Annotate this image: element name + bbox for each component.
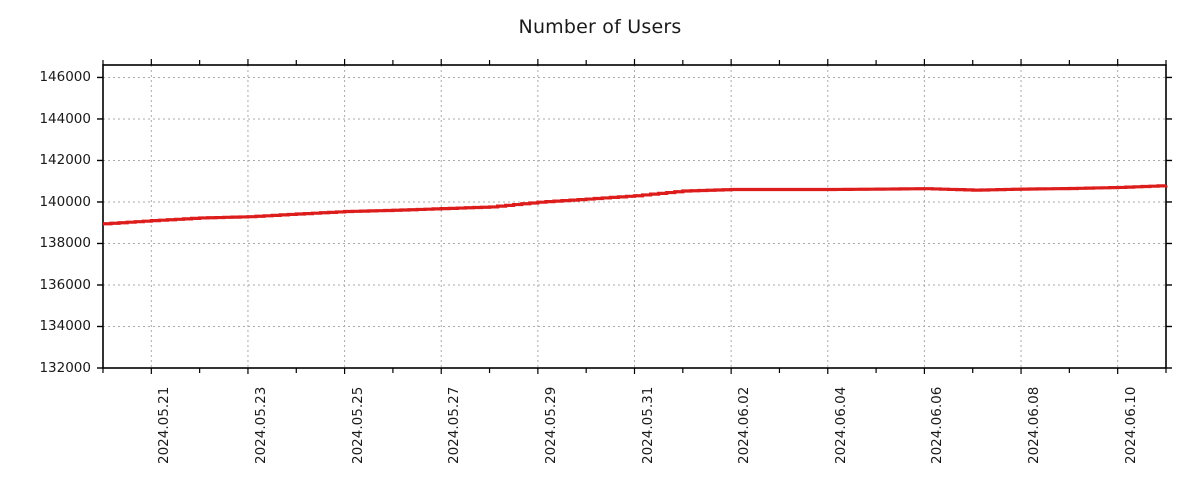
- y-axis-tick-label: 146000: [39, 69, 91, 86]
- y-axis-tick-label: 138000: [39, 235, 91, 252]
- data-series-line: [103, 184, 1168, 226]
- y-axis-tick-label: 144000: [39, 110, 91, 127]
- y-axis-tick-label: 134000: [39, 318, 91, 335]
- x-axis-tick-label: 2024.06.04: [832, 386, 849, 464]
- x-axis-tick-label: 2024.06.08: [1026, 386, 1043, 464]
- plot-border: [102, 64, 1167, 369]
- x-axis-tick-label: 2024.06.10: [1122, 386, 1139, 464]
- x-axis-tick-label: 2024.05.29: [542, 386, 559, 464]
- series-line-number-of-users: [103, 184, 1168, 226]
- y-axis-tick-label: 140000: [39, 193, 91, 210]
- tick-marks: [97, 59, 1172, 374]
- y-axis-tick-label: 136000: [39, 276, 91, 293]
- x-axis-tick-label: 2024.06.06: [929, 386, 946, 464]
- x-axis-tick-label: 2024.05.25: [349, 386, 366, 464]
- chart-title: Number of Users: [518, 16, 682, 38]
- plot-frame: [102, 64, 1167, 369]
- x-axis-tick-label: 2024.05.23: [252, 386, 269, 464]
- x-axis-tick-label: 2024.05.21: [156, 386, 173, 464]
- y-axis-tick-label: 142000: [39, 152, 91, 169]
- x-axis-tick-label: 2024.06.02: [736, 386, 753, 464]
- x-axis-tick-label: 2024.05.27: [446, 386, 463, 464]
- y-axis-tick-label: 132000: [39, 360, 91, 376]
- x-axis-tick-label: 2024.05.31: [639, 386, 656, 464]
